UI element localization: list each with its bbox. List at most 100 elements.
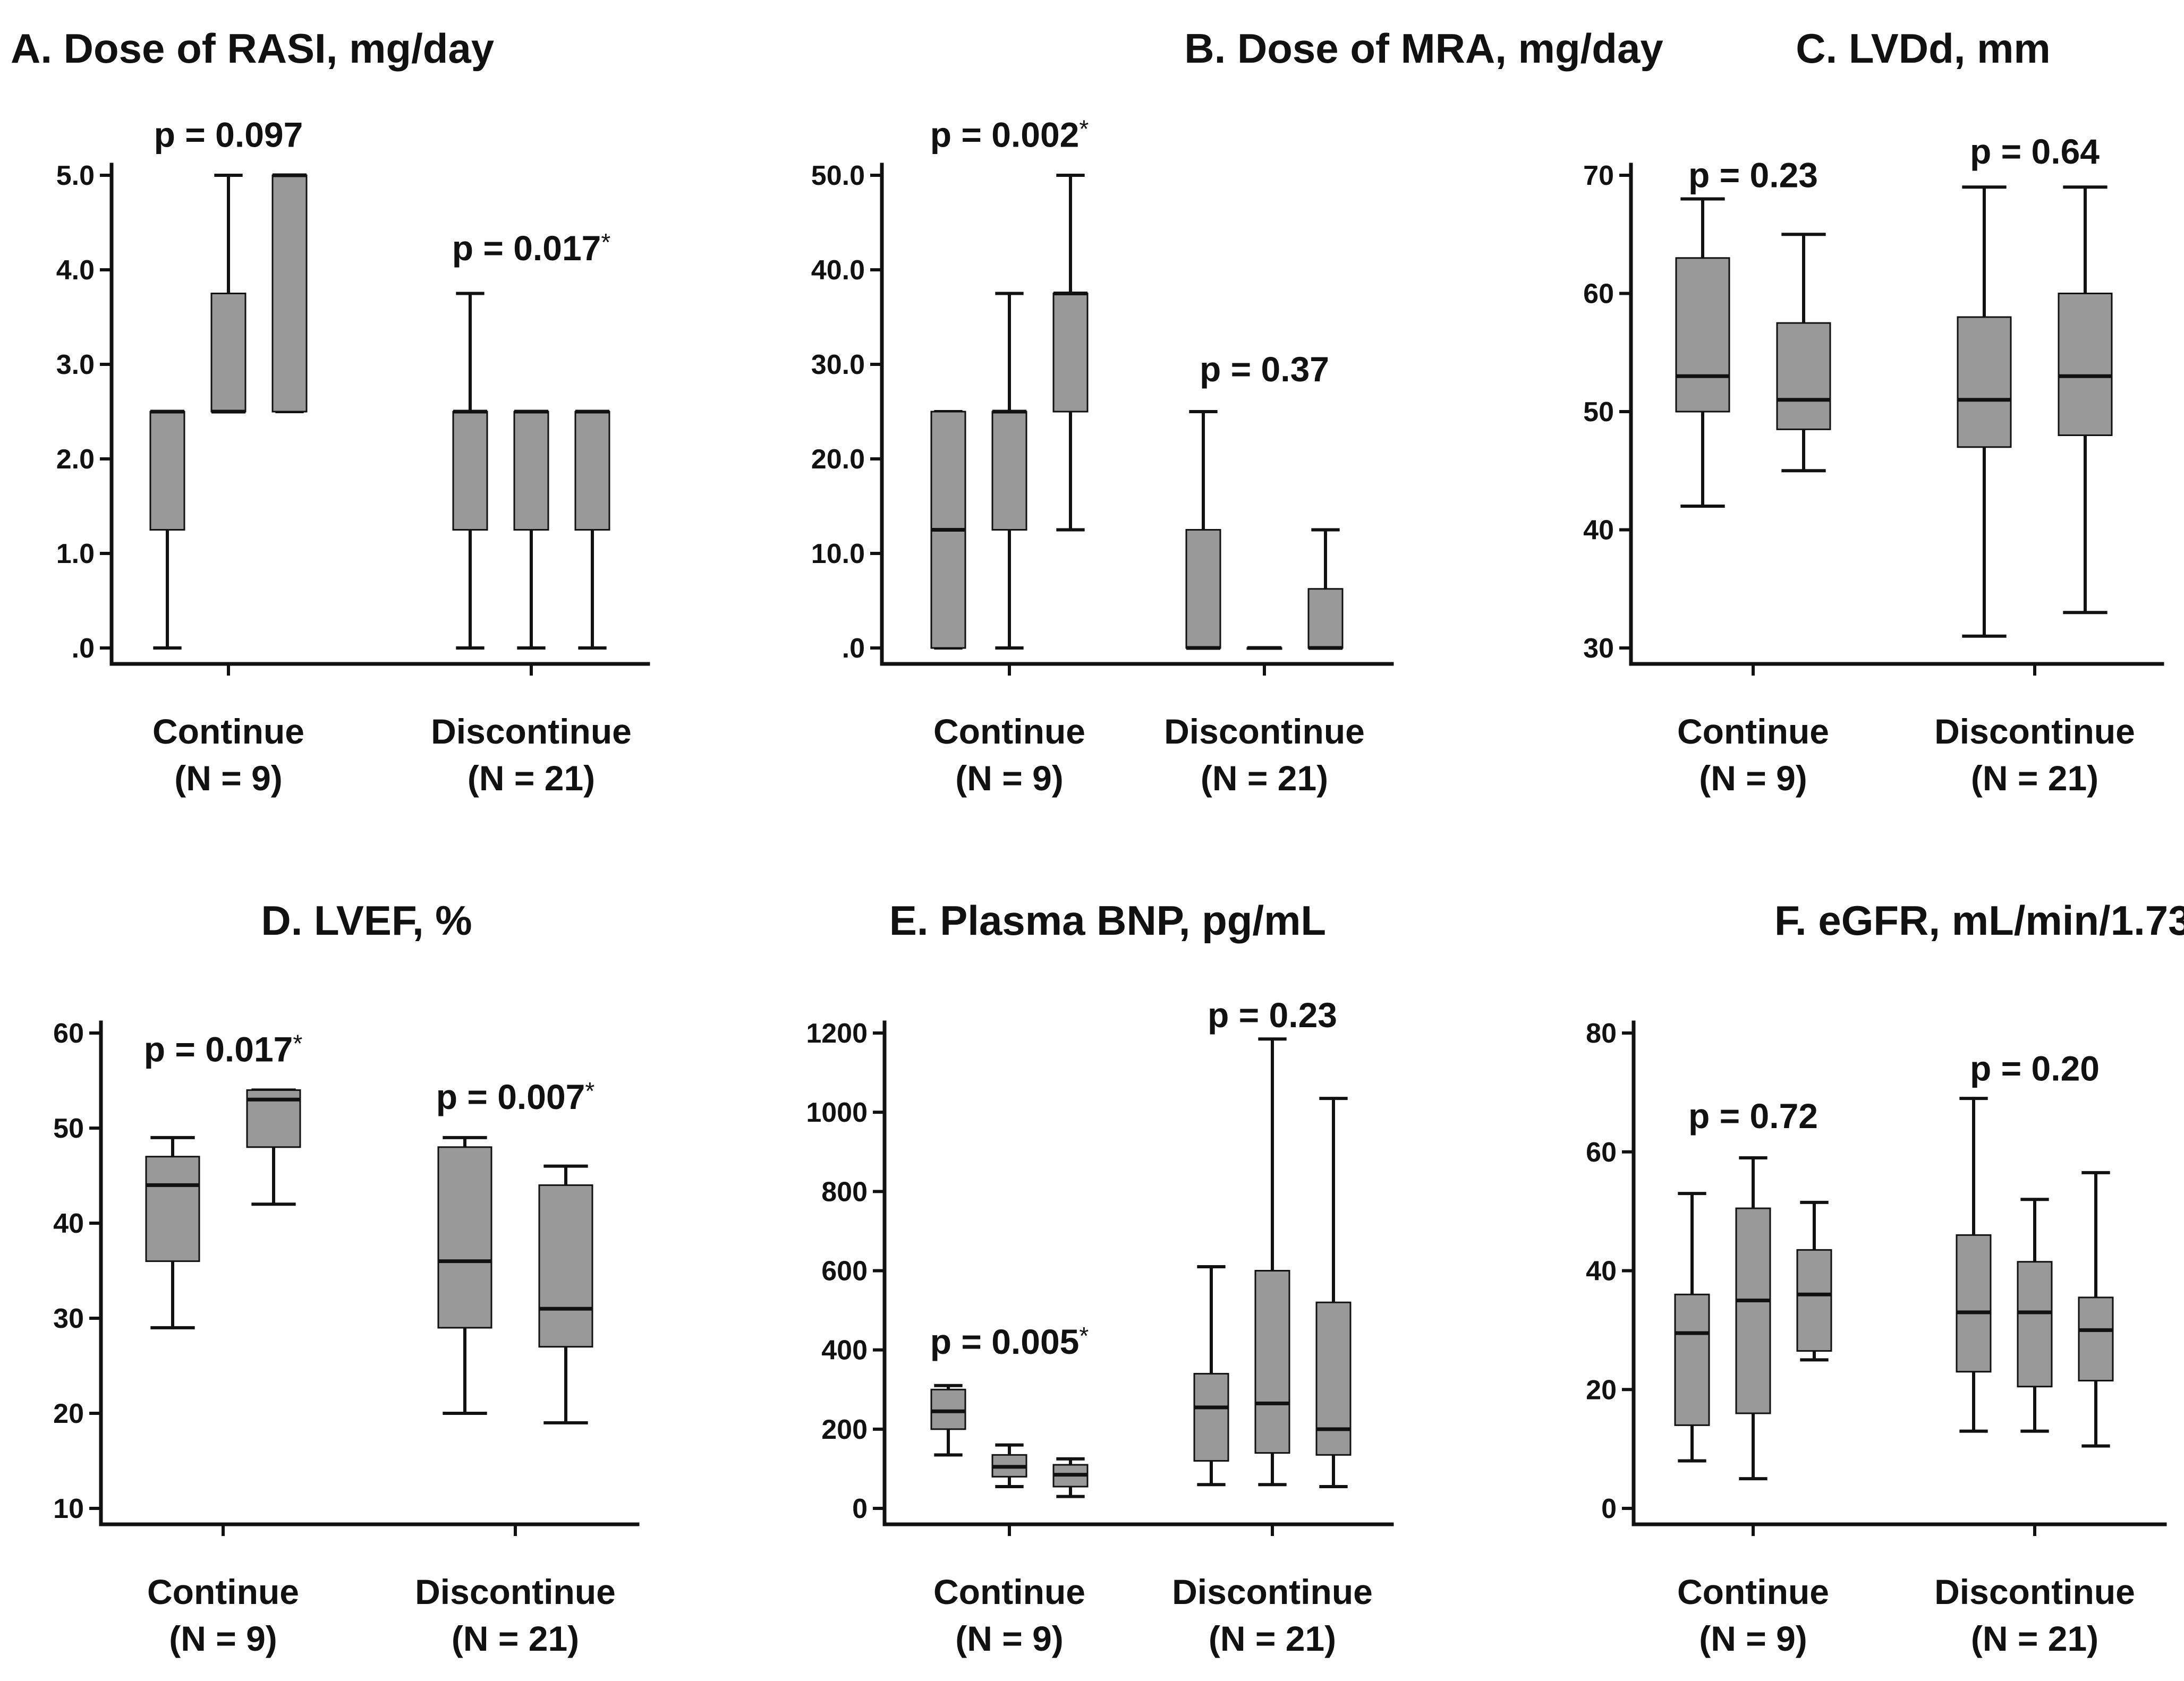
- boxplot: [1675, 197, 1730, 508]
- box-iqr: [538, 1184, 593, 1348]
- boxplot: [149, 409, 185, 650]
- p-value-label: p = 0.20: [1970, 1049, 2100, 1088]
- y-tick-label: 40.0: [811, 255, 865, 286]
- panel-d: D. LVEF, % 10 20 30 40 50 60 Continue (N = 9) p =…: [53, 897, 640, 1658]
- boxplot: [930, 410, 966, 650]
- box-iqr: [1254, 1270, 1290, 1454]
- boxplot: [1193, 1265, 1229, 1487]
- y-tick-label: 50: [1583, 397, 1614, 428]
- y-tick-label: 60: [1583, 279, 1614, 310]
- y-tick-label: 5.0: [56, 160, 95, 191]
- p-value-significance-star: *: [585, 1077, 594, 1105]
- x-category-n-label: (N = 21): [452, 1619, 579, 1658]
- x-category-label: Continue: [152, 712, 304, 751]
- panel-title: A. Dose of RASI, mg/day: [11, 25, 494, 72]
- panel-title: E. Plasma BNP, pg/mL: [889, 897, 1326, 944]
- p-value-label: p = 0.64: [1970, 132, 2100, 171]
- p-value-significance-star: *: [1079, 1322, 1089, 1350]
- box-iqr: [452, 411, 488, 531]
- box-iqr: [1735, 1207, 1771, 1414]
- box-iqr: [1796, 1249, 1832, 1352]
- x-category-label: Continue: [933, 1572, 1085, 1611]
- p-value-label: p = 0.017*: [452, 228, 611, 268]
- y-tick-label: 1000: [806, 1097, 868, 1128]
- boxplot: [1307, 528, 1344, 650]
- p-value-text: p = 0.23: [1688, 155, 1818, 194]
- box-iqr: [991, 411, 1027, 531]
- boxplot: [210, 174, 247, 414]
- panel-f: F. eGFR, mL/min/1.73m2 0 20 40 60 80 Continue (…: [1586, 897, 2184, 1658]
- y-tick-label: 40: [1583, 515, 1614, 546]
- x-category-label: Discontinue: [1172, 1572, 1373, 1611]
- box-iqr: [1675, 257, 1730, 413]
- p-value-text: p = 0.20: [1970, 1049, 2100, 1088]
- y-tick-label: 800: [821, 1176, 868, 1207]
- box-iqr: [513, 411, 549, 531]
- p-value-text: p = 0.002: [930, 115, 1080, 155]
- x-category-label: Discontinue: [1164, 712, 1365, 751]
- box-iqr: [1956, 1234, 1992, 1373]
- x-category-n-label: (N = 9): [1699, 1619, 1807, 1658]
- panel-b: B. Dose of MRA, mg/day .0 10.0 20.0 30.0 40.0…: [811, 25, 1663, 798]
- y-tick-label: 10: [53, 1494, 84, 1524]
- p-value-text: p = 0.017: [144, 1030, 293, 1069]
- boxplot: [452, 292, 488, 650]
- boxplot: [1052, 1457, 1089, 1498]
- box-iqr: [1193, 1372, 1229, 1462]
- boxplot: [1315, 1097, 1352, 1488]
- x-category-label: Continue: [1677, 1572, 1829, 1611]
- box-iqr: [930, 1388, 966, 1430]
- x-category-n-label: (N = 21): [1971, 1619, 2098, 1658]
- boxplot: [513, 409, 549, 650]
- y-tick-label: 30: [1583, 633, 1614, 664]
- y-tick-label: 10.0: [811, 539, 865, 569]
- box-iqr: [574, 411, 610, 531]
- box-iqr: [437, 1146, 492, 1329]
- y-tick-label: 60: [1586, 1137, 1617, 1168]
- box-iqr: [1185, 529, 1221, 649]
- boxplot: [1254, 1037, 1290, 1487]
- x-category-n-label: (N = 9): [955, 1619, 1064, 1658]
- x-category-label: Continue: [1677, 712, 1829, 751]
- boxplot: [538, 1164, 593, 1424]
- box-iqr: [2078, 1296, 2114, 1381]
- x-category-label: Discontinue: [1934, 712, 2135, 751]
- p-value-label: p = 0.007*: [436, 1077, 595, 1116]
- y-tick-label: .0: [72, 633, 95, 664]
- y-tick-label: 50.0: [811, 160, 865, 191]
- x-category-n-label: (N = 9): [1699, 758, 1807, 798]
- y-tick-label: 1200: [806, 1018, 868, 1049]
- p-value-significance-star: *: [601, 228, 610, 256]
- p-value-label: p = 0.23: [1688, 155, 1818, 194]
- y-tick-label: 40: [1586, 1256, 1617, 1287]
- boxplot: [1674, 1192, 1710, 1463]
- p-value-label: p = 0.23: [1208, 995, 1337, 1035]
- y-tick-label: 20: [1586, 1375, 1617, 1405]
- p-value-text: p = 0.007: [436, 1077, 585, 1116]
- box-iqr: [2058, 293, 2113, 436]
- p-value-label: p = 0.097: [154, 115, 303, 155]
- y-tick-label: 0: [1601, 1494, 1617, 1524]
- boxplot: [271, 173, 308, 413]
- p-value-text: p = 0.23: [1208, 995, 1337, 1035]
- p-value-significance-star: *: [293, 1030, 302, 1057]
- panel-e: E. Plasma BNP, pg/mL 0 200 400 600 800 1000 120…: [806, 897, 1394, 1658]
- box-iqr: [1307, 588, 1344, 649]
- x-category-n-label: (N = 9): [174, 758, 283, 798]
- p-value-text: p = 0.005: [930, 1322, 1080, 1361]
- box-iqr: [210, 293, 247, 413]
- y-tick-label: 4.0: [56, 255, 95, 286]
- box-iqr: [1315, 1301, 1352, 1456]
- p-value-label: p = 0.005*: [930, 1322, 1089, 1361]
- p-value-text: p = 0.64: [1970, 132, 2100, 171]
- x-category-label: Continue: [933, 712, 1085, 751]
- x-category-label: Discontinue: [431, 712, 632, 751]
- panel-title-text: B. Dose of MRA, mg/day: [1184, 25, 1663, 72]
- x-category-n-label: (N = 21): [1209, 1619, 1336, 1658]
- panel-title-text: A. Dose of RASI, mg/day: [11, 25, 494, 72]
- y-tick-label: 200: [821, 1414, 868, 1445]
- p-value-text: p = 0.72: [1688, 1096, 1818, 1136]
- y-tick-label: 30: [53, 1303, 84, 1334]
- y-tick-label: 80: [1586, 1018, 1617, 1049]
- p-value-text: p = 0.37: [1200, 349, 1329, 389]
